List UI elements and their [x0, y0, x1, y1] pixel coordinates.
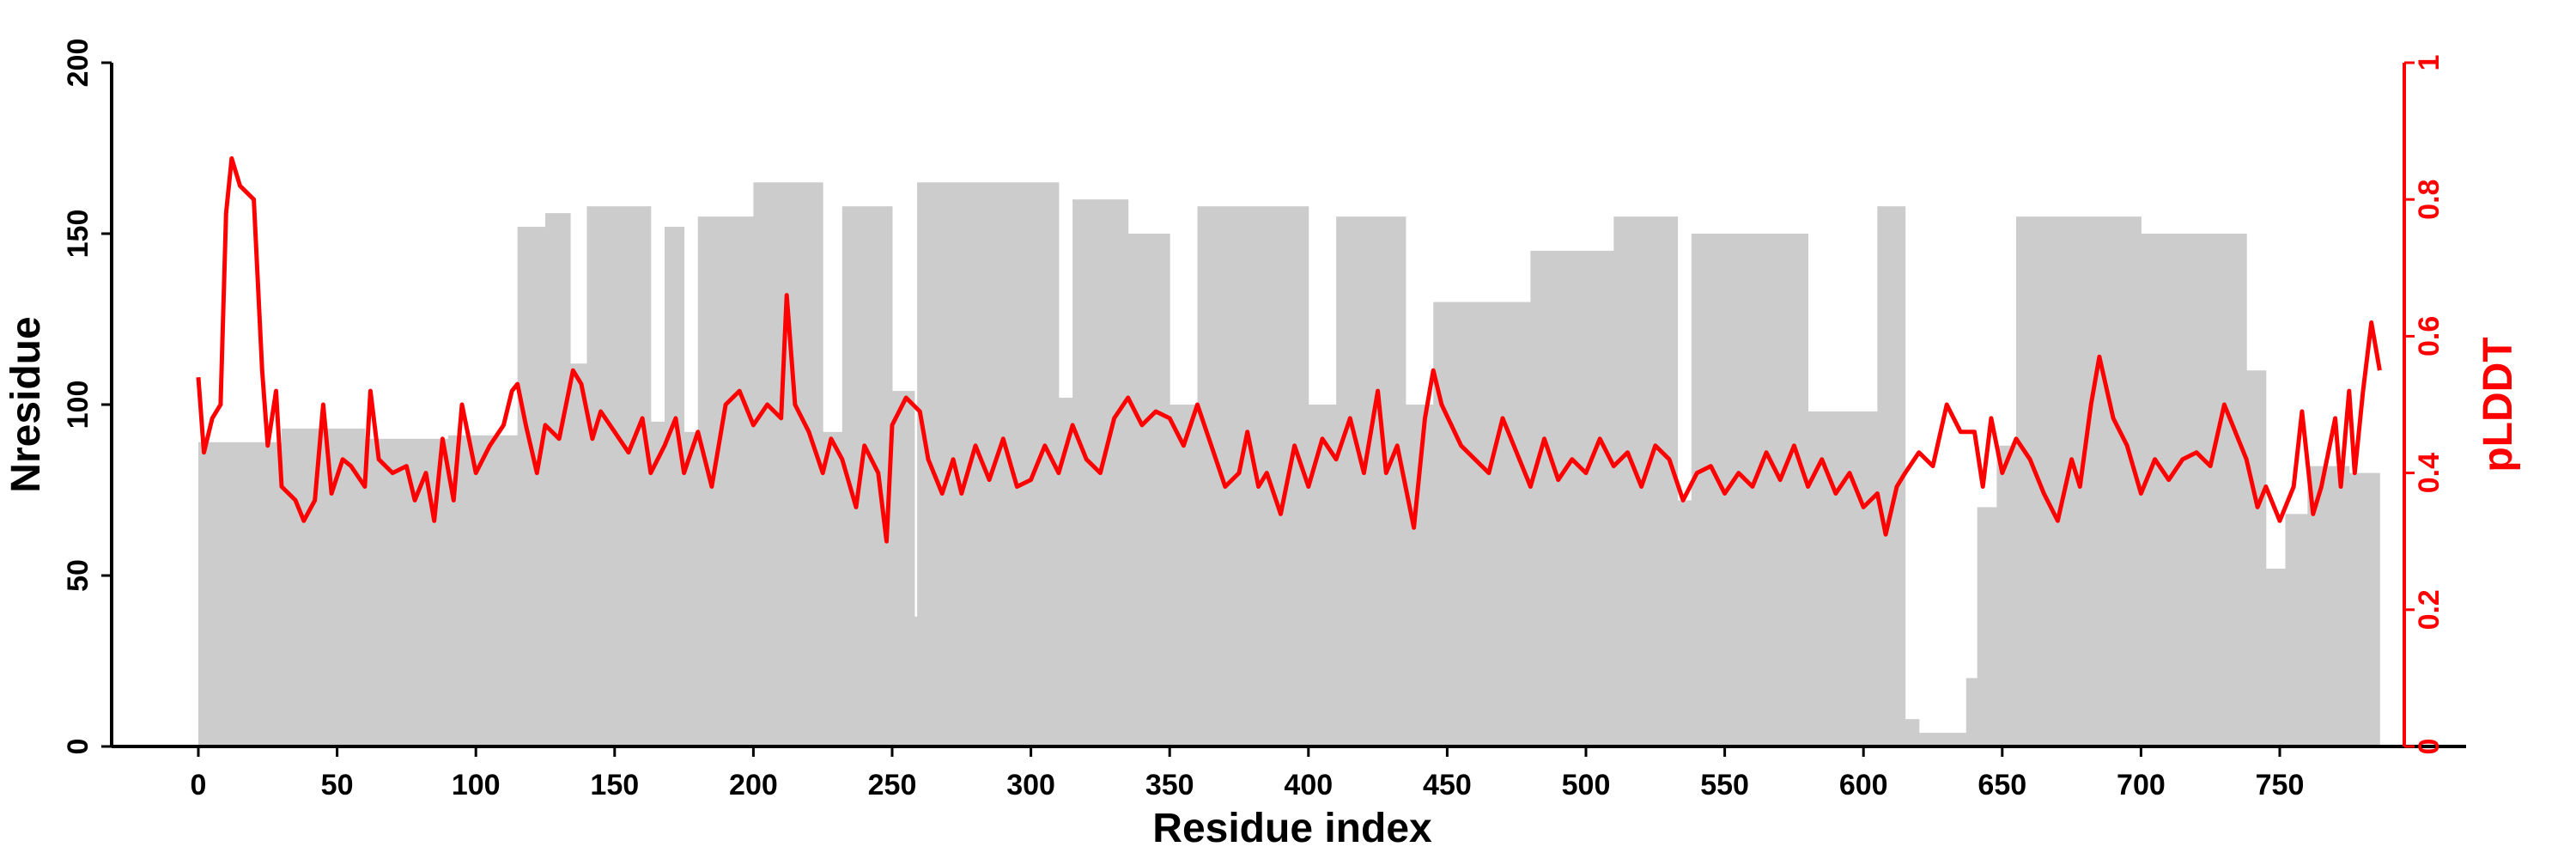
nresidue-bar: [2348, 472, 2380, 746]
nresidue-bar: [1197, 206, 1309, 746]
nresidue-bar: [823, 431, 843, 746]
y2-tick-label: 0: [2413, 739, 2445, 755]
nresidue-bar: [1965, 678, 1978, 746]
nresidue-bar: [697, 216, 754, 747]
nresidue-bar: [1905, 719, 1920, 746]
y-axis-title: Nresidue: [3, 316, 49, 492]
y-tick-label: 150: [62, 210, 94, 259]
y2-tick-label: 0.2: [2413, 589, 2445, 630]
nresidue-bar: [1918, 733, 1967, 746]
nresidue-bar: [1613, 216, 1679, 747]
x-tick-label: 650: [1978, 769, 2026, 801]
nresidue-bar: [570, 363, 587, 746]
nresidue-bar: [1058, 398, 1073, 746]
y-ticks-left: 0 50 100 150 200: [62, 39, 112, 755]
x-tick-label: 600: [1839, 769, 1888, 801]
nresidue-bar: [683, 431, 699, 746]
y-tick-label: 50: [62, 559, 94, 592]
y-tick-label: 200: [62, 39, 94, 88]
nresidue-bar: [1433, 302, 1531, 747]
nresidue-bar: [1977, 507, 1997, 746]
nresidue-bar: [2141, 234, 2247, 746]
nresidue-bar: [1691, 234, 1809, 746]
nresidue-bar: [753, 182, 823, 747]
nresidue-bar: [586, 206, 652, 746]
x-axis-title: Residue index: [1152, 806, 1432, 851]
nresidue-bar: [545, 213, 571, 746]
x-tick-label: 250: [868, 769, 917, 801]
nresidue-bar: [1336, 216, 1406, 747]
nresidue-bar: [1127, 234, 1170, 746]
nresidue-bar: [198, 442, 283, 746]
x-tick-label: 200: [729, 769, 778, 801]
nresidue-bar: [364, 438, 449, 746]
y2-tick-label: 0.6: [2413, 316, 2445, 356]
x-tick-label: 350: [1145, 769, 1194, 801]
plddt-line: [196, 155, 2382, 544]
nresidue-bar: [892, 391, 915, 746]
nresidue-bar: [841, 206, 893, 746]
nresidue-bar: [517, 227, 546, 746]
nresidue-bar: [281, 428, 366, 746]
nresidue-bar: [2246, 370, 2267, 746]
y-ticks-right: 0 0.2 0.4 0.6 0.8 1: [2404, 55, 2445, 755]
x-tick-label: 700: [2117, 769, 2166, 801]
nresidue-bar: [1170, 405, 1199, 746]
y2-tick-label: 0.8: [2413, 180, 2445, 220]
x-tick-label: 150: [590, 769, 639, 801]
nresidue-bar: [1308, 405, 1337, 746]
y2-tick-label: 1: [2413, 55, 2445, 71]
nresidue-bar: [1530, 250, 1614, 746]
nresidue-bar: [1996, 445, 2017, 746]
nresidue-bar: [2265, 569, 2286, 746]
x-tick-label: 450: [1423, 769, 1472, 801]
x-tick-label: 50: [321, 769, 354, 801]
x-tick-label: 750: [2256, 769, 2305, 801]
y2-tick-label: 0.4: [2413, 453, 2445, 493]
nresidue-bar: [664, 227, 685, 746]
nresidue-bar: [650, 421, 665, 746]
nresidue-bar: [914, 616, 918, 746]
x-tick-label: 400: [1284, 769, 1333, 801]
nresidue-bar: [447, 435, 519, 746]
nresidue-bars: [198, 182, 2380, 747]
y-tick-label: 100: [62, 381, 94, 430]
x-tick-label: 500: [1562, 769, 1611, 801]
x-tick-label: 0: [191, 769, 207, 801]
y-tick-label: 0: [62, 739, 94, 755]
x-tick-label: 550: [1700, 769, 1749, 801]
y2-axis-title: pLDDT: [2476, 337, 2521, 472]
nresidue-bar: [2285, 514, 2308, 746]
x-tick-label: 100: [452, 769, 501, 801]
x-tick-label: 300: [1006, 769, 1055, 801]
x-ticks: 0 50 100 150 200 250 300 350 400 450 500 550 600 650 7…: [191, 746, 2305, 801]
nresidue-bar: [1677, 500, 1692, 746]
